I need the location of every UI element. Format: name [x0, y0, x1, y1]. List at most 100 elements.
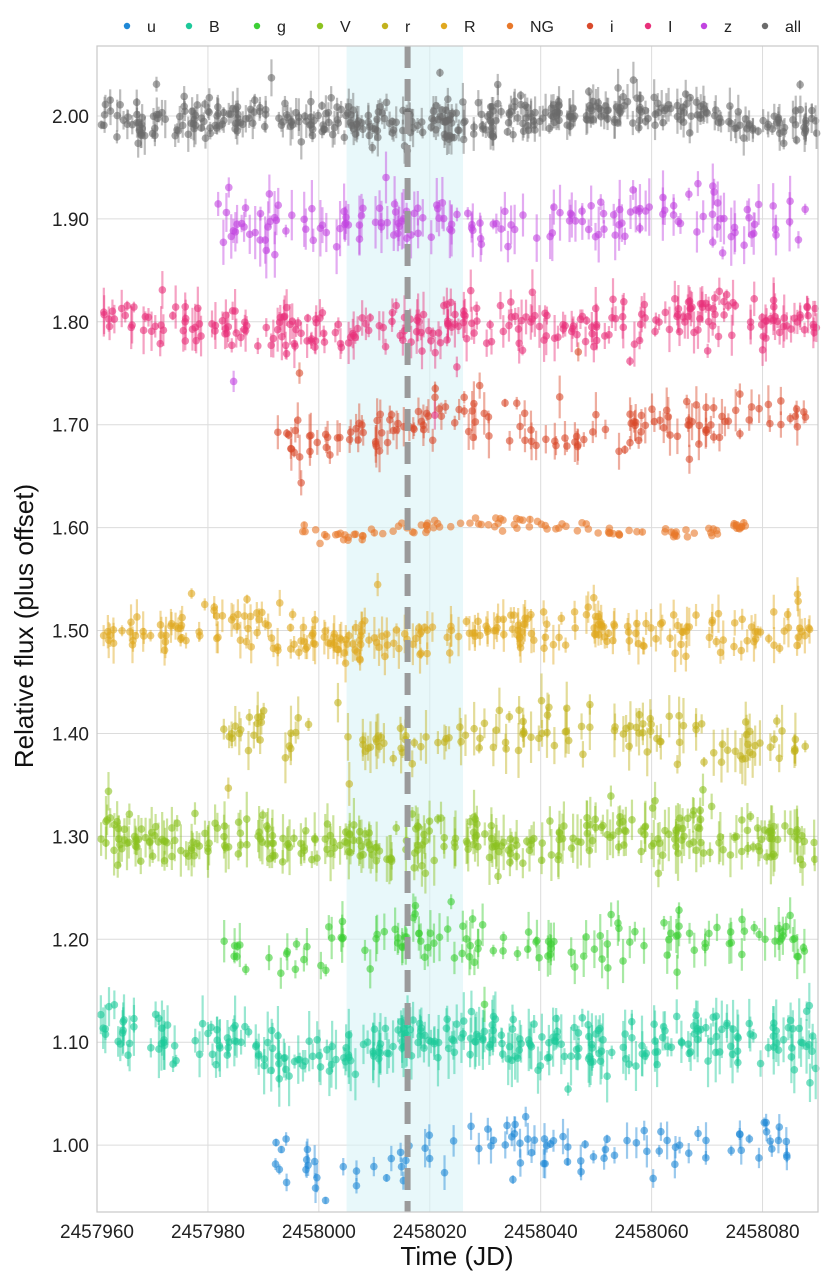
data-point: [133, 613, 141, 621]
data-point: [700, 758, 708, 766]
data-point: [408, 528, 417, 536]
data-point: [505, 1042, 514, 1051]
data-point: [226, 110, 235, 118]
data-point: [635, 729, 643, 737]
data-point: [271, 250, 279, 259]
data-point: [325, 923, 333, 931]
data-point: [513, 524, 521, 532]
data-point: [297, 479, 305, 487]
data-point: [514, 325, 523, 333]
data-point: [447, 897, 455, 906]
data-point: [244, 746, 253, 755]
data-point: [116, 1040, 125, 1048]
data-point: [311, 343, 319, 351]
data-point: [767, 827, 775, 835]
data-point: [771, 225, 780, 234]
data-point: [320, 633, 329, 641]
data-point: [713, 223, 722, 231]
data-point: [154, 1014, 163, 1023]
data-point: [263, 1038, 272, 1047]
data-point: [453, 363, 461, 371]
data-point: [561, 434, 569, 442]
data-point: [365, 131, 374, 140]
data-point: [564, 736, 573, 745]
data-point: [808, 1047, 816, 1056]
data-point: [234, 818, 243, 826]
data-point: [152, 80, 161, 88]
data-point: [692, 725, 700, 734]
data-point: [161, 638, 170, 646]
x-tick-label: 2458000: [282, 1222, 356, 1243]
data-point: [418, 128, 427, 137]
data-point: [561, 641, 570, 649]
data-point: [638, 1041, 646, 1050]
data-point: [442, 1024, 451, 1033]
data-point: [151, 822, 160, 831]
data-point: [722, 290, 731, 299]
data-point: [604, 106, 612, 115]
data-point: [279, 834, 287, 843]
data-point: [315, 1051, 324, 1060]
data-point: [121, 311, 130, 320]
data-point: [533, 517, 542, 526]
data-point: [402, 732, 410, 740]
data-point: [788, 1044, 796, 1052]
data-point: [594, 98, 602, 107]
data-point: [773, 317, 782, 326]
y-tick-label: 1.70: [52, 416, 89, 437]
data-point: [648, 804, 657, 812]
data-point: [454, 322, 463, 331]
data-point: [480, 719, 489, 728]
data-point: [206, 124, 214, 132]
data-point: [793, 952, 802, 961]
data-point: [170, 836, 179, 845]
data-point: [530, 1136, 539, 1144]
data-point: [265, 953, 273, 962]
data-point: [471, 1037, 479, 1046]
data-point: [562, 704, 571, 713]
data-point: [537, 856, 546, 865]
data-point: [756, 739, 764, 747]
legend-item-u: u: [123, 19, 156, 36]
data-point: [514, 746, 523, 755]
data-point: [474, 939, 483, 947]
data-point: [635, 710, 644, 719]
data-point: [421, 1031, 429, 1040]
data-point: [175, 112, 184, 121]
data-point: [378, 529, 387, 538]
data-point: [640, 300, 649, 309]
data-point: [592, 336, 601, 345]
data-point: [227, 341, 236, 350]
data-point: [357, 211, 366, 220]
data-point: [570, 963, 579, 971]
data-point: [104, 315, 113, 323]
data-point: [262, 323, 271, 332]
data-point: [380, 927, 389, 936]
data-point: [651, 327, 659, 336]
data-point: [576, 1157, 585, 1165]
data-point: [545, 703, 553, 712]
data-point: [295, 453, 304, 461]
data-point: [739, 134, 748, 142]
data-point: [376, 1040, 385, 1048]
data-point: [364, 118, 373, 126]
data-point: [353, 648, 361, 656]
data-point: [355, 419, 364, 428]
data-point: [241, 1022, 249, 1031]
data-point: [516, 639, 525, 648]
data-point: [642, 619, 650, 628]
data-point: [252, 1041, 261, 1049]
data-point: [580, 435, 588, 444]
data-point: [777, 397, 785, 405]
data-point: [635, 207, 643, 215]
data-point: [694, 326, 702, 334]
data-point: [119, 116, 128, 125]
data-point: [666, 634, 674, 643]
data-point: [395, 644, 403, 653]
data-point: [437, 814, 445, 822]
data-point: [604, 964, 612, 972]
data-point: [387, 854, 395, 862]
data-point: [102, 839, 110, 847]
data-point: [718, 249, 727, 257]
data-point: [665, 712, 674, 721]
